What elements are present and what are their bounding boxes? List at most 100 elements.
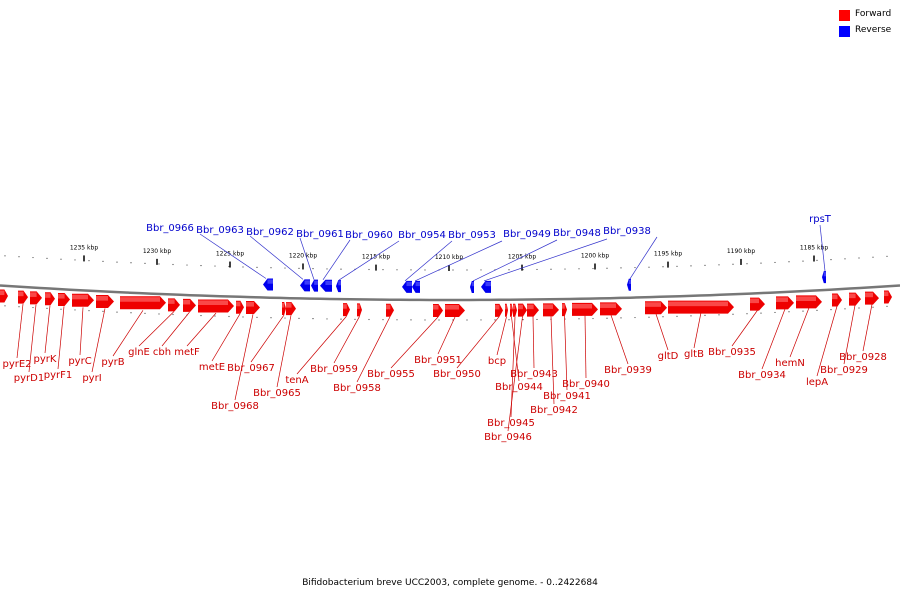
forward-gene-label: gltD (658, 351, 679, 362)
scale-dot (32, 256, 34, 259)
scale-dot (74, 309, 76, 311)
scale-dot (368, 318, 370, 321)
reverse-gene-Bbr_0963-shade (304, 280, 310, 285)
forward-gene-leader (79, 307, 84, 356)
scale-dot (704, 314, 706, 316)
forward-gene-label: Bbr_0935 (708, 347, 756, 358)
scale-dot (410, 319, 412, 321)
reverse-gene-Bbr_0949-shade (471, 281, 474, 287)
scale-dot (592, 267, 594, 270)
scale-dot (802, 260, 804, 262)
reverse-gene-leader (338, 240, 400, 281)
scale-dot (116, 311, 118, 313)
forward-gene-leader (250, 314, 285, 363)
forward-gene-label: hemN (775, 358, 805, 369)
reverse-gene-Bbr_0962-shade (314, 280, 318, 285)
scale-dot (60, 308, 62, 310)
reverse-gene-label: Bbr_0960 (345, 230, 393, 241)
scale-dot (606, 317, 608, 319)
scale-dot (438, 319, 440, 321)
forward-gene-leader (731, 310, 758, 347)
scale-dot (690, 265, 692, 267)
forward-gene-leader (91, 308, 106, 373)
forward-gene-label: pyrD1 (14, 373, 44, 384)
reverse-gene-leader (483, 238, 608, 282)
forward-gene-shade (236, 301, 241, 307)
forward-gene-shade (58, 294, 65, 299)
scale-dot (830, 259, 832, 261)
forward-gene-shade (445, 304, 459, 310)
legend-reverse-swatch (839, 26, 850, 37)
reverse-gene-leader (322, 239, 351, 280)
forward-gene-leader (333, 316, 360, 364)
forward-gene-label: tenA (285, 375, 308, 386)
scale-dot (18, 306, 20, 308)
forward-gene-label: gltB (684, 349, 704, 360)
scale-dot (214, 315, 216, 317)
forward-gene-label: Bbr_0959 (310, 364, 358, 375)
scale-dot (648, 316, 650, 318)
forward-gene-label: Bbr_0965 (253, 388, 301, 399)
forward-gene-shade (30, 292, 37, 297)
forward-gene-leader (211, 313, 241, 362)
scale-dot (760, 312, 762, 314)
forward-gene-leader (186, 312, 217, 347)
scale-dot (634, 316, 636, 319)
scale-dot (746, 263, 748, 265)
forward-gene-label: pyrE2 (2, 359, 31, 370)
scale-dot (816, 309, 818, 311)
forward-gene-label: Bbr_0940 (562, 379, 610, 390)
scale-dot (480, 319, 482, 321)
forward-gene-leader (550, 316, 555, 405)
forward-gene-label: Bbr_0942 (530, 405, 578, 416)
forward-gene-label: Bbr_0955 (367, 369, 415, 380)
forward-gene-label: Bbr_0951 (414, 355, 462, 366)
forward-gene-leader (843, 305, 856, 365)
scale-dot (116, 261, 118, 263)
reverse-gene-leader (414, 240, 503, 282)
forward-gene-shade (849, 293, 856, 299)
reverse-gene-label: Bbr_0963 (196, 225, 244, 236)
scale-dot (494, 319, 496, 321)
scale-dot (452, 269, 454, 271)
scale-tick-label: 1210 kbp (435, 254, 463, 261)
scale-dot (508, 269, 510, 271)
forward-gene-leader (57, 306, 65, 370)
forward-gene-label: Bbr_0968 (211, 401, 259, 412)
forward-gene-label: Bbr_0929 (820, 365, 868, 376)
scale-dot (326, 318, 328, 320)
forward-gene-leader (610, 315, 629, 365)
scale-dot (102, 260, 104, 262)
scale-dot (774, 261, 776, 264)
forward-gene-shade (884, 291, 889, 297)
forward-gene-label: Bbr_0946 (484, 432, 532, 443)
legend-reverse-label: Reverse (855, 25, 892, 35)
scale-dot (634, 266, 636, 269)
scale-dot (648, 266, 650, 268)
scale-dot (732, 313, 734, 315)
forward-gene-leader (532, 316, 535, 369)
reverse-gene-label: Bbr_0948 (553, 228, 601, 239)
reverse-gene-leader (404, 240, 453, 282)
scale-dot (830, 309, 832, 311)
scale-dot (228, 265, 230, 268)
forward-gene-shade (282, 302, 285, 308)
scale-dot (536, 318, 538, 321)
forward-gene-label: pyrC (68, 356, 91, 367)
forward-gene-leader (44, 305, 51, 354)
scale-dot (410, 269, 412, 271)
scale-dot (620, 317, 622, 319)
scale-dot (550, 268, 552, 270)
scale-tick-label: 1185 kbp (800, 245, 828, 252)
scale-dot (172, 263, 174, 266)
reverse-gene-leader (199, 233, 267, 279)
forward-gene-shade (198, 300, 228, 306)
scale-dot (256, 316, 258, 318)
forward-gene-leader (276, 315, 292, 388)
forward-gene-shade (168, 299, 175, 304)
scale-dot (88, 260, 90, 262)
scale-dot (298, 267, 300, 269)
forward-gene-label: pyrF1 (44, 370, 73, 381)
forward-gene-leader (356, 316, 391, 383)
forward-gene-shade (0, 290, 5, 296)
